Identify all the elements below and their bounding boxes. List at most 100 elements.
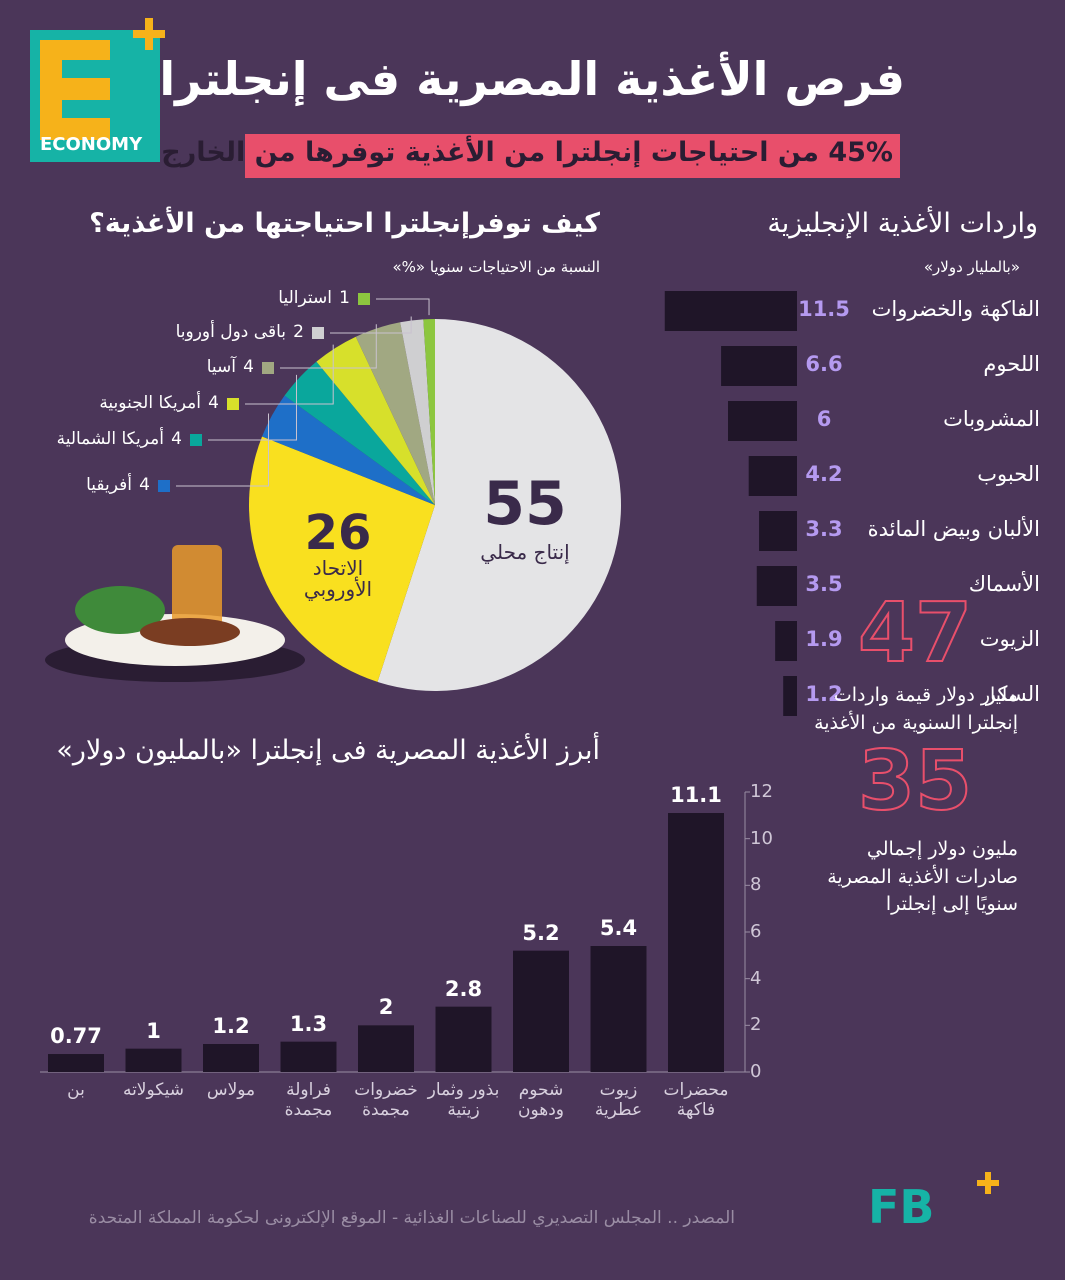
- pie-slice: [377, 319, 622, 691]
- logo-e-gap: [62, 100, 110, 118]
- value-label: 1.9: [805, 627, 843, 651]
- value-label: 1.3: [289, 1011, 328, 1036]
- bar: [759, 511, 797, 551]
- y-tick-label: 10: [750, 827, 773, 849]
- value-label: 3.3: [805, 517, 843, 541]
- x-tick-label: زيوت عطرية: [594, 1080, 643, 1121]
- fb-logo-text: FB: [868, 1180, 935, 1234]
- legend-value: 2: [293, 322, 304, 342]
- x-tick-label: خضروات مجمدة: [354, 1080, 418, 1121]
- slice-label: الاتحاد الأوروبي: [303, 556, 373, 601]
- legend-key: [358, 293, 370, 305]
- bar: [783, 676, 797, 716]
- category-label: المشروبات: [943, 407, 1040, 431]
- y-tick-label: 0: [750, 1061, 762, 1082]
- value-label: 2: [378, 995, 394, 1020]
- leader-line: [245, 344, 334, 405]
- value-label: 4.2: [805, 462, 843, 486]
- food-illustration: [45, 545, 305, 682]
- x-tick-label: بن: [67, 1080, 85, 1100]
- leader-line: [176, 413, 270, 487]
- logo-e: [40, 40, 110, 140]
- y-tick-label: 4: [750, 967, 762, 989]
- subtitle-band: [245, 134, 900, 178]
- value-label: 6: [816, 407, 832, 431]
- category-label: الأسماك: [968, 572, 1040, 596]
- value-label: 5.4: [599, 916, 638, 940]
- chart-title: واردات الأغذية الإنجليزية: [767, 208, 1038, 239]
- leader-line: [280, 324, 377, 369]
- value-label: 1: [146, 1018, 161, 1043]
- bar: [664, 291, 797, 331]
- pie-slice: [284, 361, 435, 505]
- legend-label: أمريكا الشمالية: [56, 429, 164, 449]
- fb-logo: [977, 1172, 999, 1194]
- legend-key: [262, 362, 274, 374]
- glass: [172, 545, 222, 630]
- bar: [358, 1025, 414, 1072]
- value-label: 0.77: [50, 1024, 102, 1049]
- category-label: الزيوت: [979, 627, 1040, 651]
- value-label: 3.5: [805, 572, 843, 596]
- y-tick-label: 2: [750, 1014, 762, 1036]
- bar: [721, 346, 797, 386]
- slice-label: إنتاج محلي: [480, 540, 570, 564]
- legend-label: آسيا: [206, 357, 236, 377]
- pie-slice: [400, 319, 435, 505]
- pie-slice: [249, 436, 435, 682]
- pie-slice: [423, 319, 435, 505]
- stat-number: 35: [857, 733, 973, 830]
- stat-text: مليون دولار إجمالي صادرات الأغذية المصري…: [827, 838, 1018, 916]
- bar: [48, 1054, 104, 1072]
- legend-label: باقى دول أوروبا: [175, 322, 286, 342]
- legend-label: أفريقيا: [86, 475, 132, 495]
- x-tick-label: شيكولاته: [122, 1080, 185, 1100]
- x-tick-label: بذور وثمار زيتية: [427, 1080, 500, 1121]
- legend-key: [190, 434, 202, 446]
- bar: [435, 1006, 492, 1072]
- stat-number: 47: [857, 585, 973, 682]
- value-label: 1.2: [805, 682, 843, 706]
- bar: [513, 950, 569, 1072]
- leader-line: [330, 316, 412, 334]
- bar: [756, 566, 797, 606]
- leader-line: [208, 374, 297, 441]
- legend-value: 4: [139, 475, 150, 495]
- y-tick-label: 12: [750, 781, 773, 802]
- steak: [140, 618, 240, 646]
- x-tick-label: شحوم ودهون: [517, 1080, 565, 1121]
- pie-slice: [262, 395, 435, 505]
- x-tick-label: فراولة مجمدة: [284, 1080, 333, 1121]
- x-tick-label: مولاس: [206, 1080, 256, 1100]
- legend-value: 4: [243, 357, 254, 377]
- salad: [75, 586, 165, 634]
- logo-plus: [977, 1180, 999, 1186]
- chart-subtitle: «بالمليار دولار»: [923, 258, 1020, 276]
- legend-label: أمريكا الجنوبية: [99, 393, 201, 413]
- value-label: 11.5: [798, 297, 850, 321]
- category-label: الحبوب: [977, 462, 1040, 486]
- bar: [728, 401, 797, 441]
- category-label: الألبان وبيض المائدة: [867, 517, 1040, 541]
- bar: [280, 1041, 337, 1072]
- legend-label: استراليا: [278, 288, 332, 308]
- value-label: 6.6: [805, 352, 843, 376]
- economy-logo: [30, 18, 165, 162]
- chart-subtitle: النسبة من الاحتياجات سنويا «%»: [392, 258, 600, 276]
- y-tick-label: 8: [750, 874, 762, 896]
- logo-plus: [133, 30, 165, 38]
- bar: [203, 1044, 259, 1072]
- y-tick-label: 6: [750, 921, 762, 942]
- value-label: 11.1: [670, 783, 722, 807]
- slice-value: 26: [304, 505, 372, 561]
- bar: [748, 456, 797, 496]
- legend-key: [227, 398, 239, 410]
- bar: [668, 813, 724, 1072]
- bar: [775, 621, 797, 661]
- value-label: 1.2: [212, 1014, 250, 1038]
- legend-value: 1: [339, 288, 350, 308]
- logo-e-gap: [62, 60, 110, 78]
- pie-slice: [316, 336, 435, 505]
